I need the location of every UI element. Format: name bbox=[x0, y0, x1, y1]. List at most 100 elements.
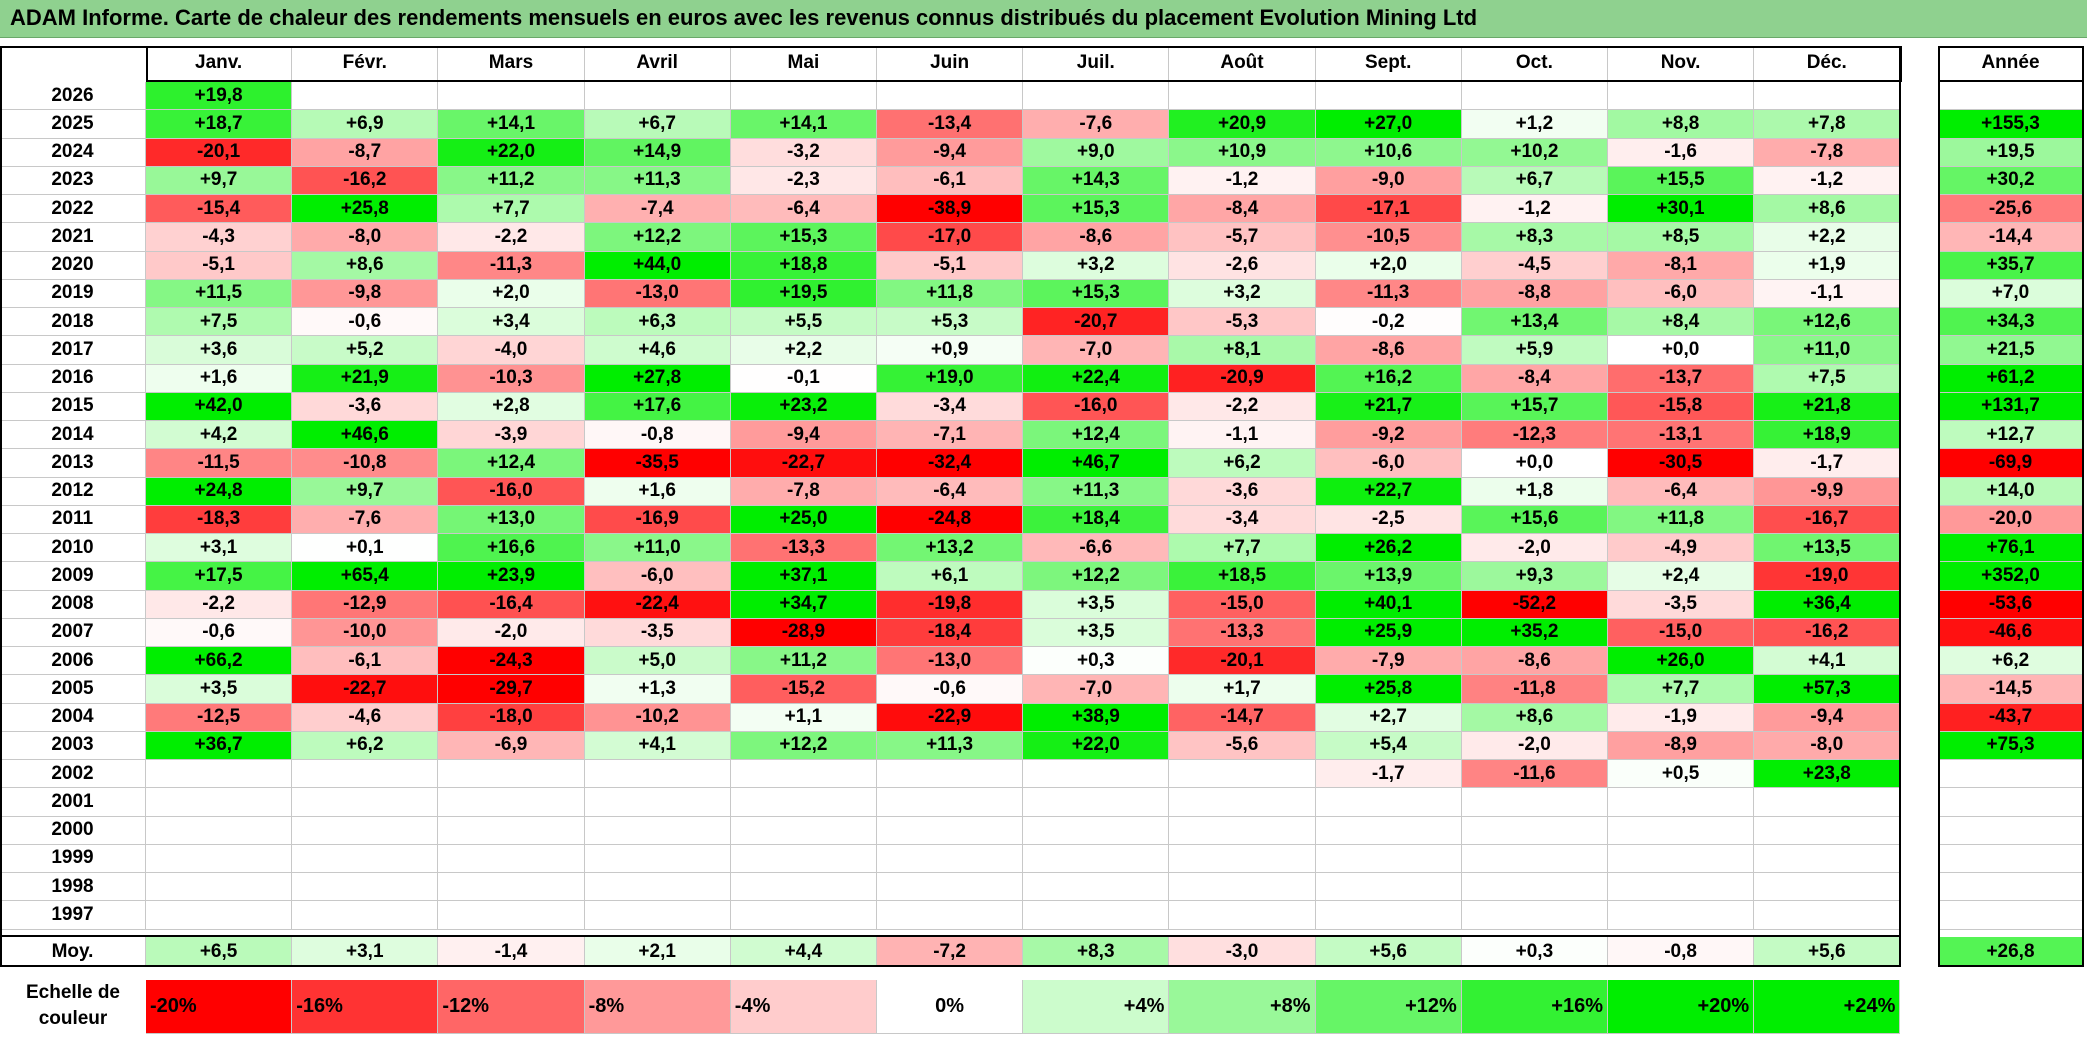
heatmap-cell bbox=[730, 901, 877, 930]
heatmap-cell: +27,8 bbox=[584, 364, 731, 393]
year-label: 1997 bbox=[0, 901, 146, 930]
heatmap-cell: +9,3 bbox=[1461, 562, 1608, 591]
heatmap-cell bbox=[1169, 844, 1316, 873]
heatmap-cell: -4,9 bbox=[1608, 534, 1755, 563]
heatmap-cell: +6,2 bbox=[292, 731, 439, 760]
heatmap-cell: +7,5 bbox=[146, 308, 293, 337]
heatmap-cell bbox=[1461, 788, 1608, 817]
month-header: Août bbox=[1169, 46, 1316, 82]
heatmap-cell: +12,2 bbox=[730, 731, 877, 760]
year-label: 2014 bbox=[0, 421, 146, 450]
heatmap-cell: +5,4 bbox=[1315, 731, 1462, 760]
heatmap-cell: +16,2 bbox=[1315, 364, 1462, 393]
heatmap-cell: +14,9 bbox=[584, 138, 731, 167]
heatmap-cell bbox=[1023, 788, 1170, 817]
heatmap-cell: -5,3 bbox=[1169, 308, 1316, 337]
heatmap-cell: -13,0 bbox=[584, 279, 731, 308]
heatmap-cell: -15,2 bbox=[730, 675, 877, 704]
heatmap-cell: +3,2 bbox=[1023, 251, 1170, 280]
heatmap-cell bbox=[1461, 844, 1608, 873]
heatmap-cell: -12,9 bbox=[292, 590, 439, 619]
heatmap-cell bbox=[146, 816, 293, 845]
heatmap-cell: -24,3 bbox=[438, 647, 585, 676]
heatmap-cell: -13,0 bbox=[877, 647, 1024, 676]
heatmap-cell: -9,8 bbox=[292, 279, 439, 308]
heatmap-cell: -20,7 bbox=[1023, 308, 1170, 337]
heatmap-cell: +19,0 bbox=[877, 364, 1024, 393]
month-header: Sept. bbox=[1315, 46, 1462, 82]
heatmap-cell: +3,4 bbox=[438, 308, 585, 337]
heatmap-cell: -9,4 bbox=[877, 138, 1024, 167]
heatmap-cell: +4,1 bbox=[584, 731, 731, 760]
color-scale-stop: -8% bbox=[584, 980, 731, 1034]
annual-cell bbox=[1938, 816, 2084, 845]
heatmap-cell bbox=[584, 844, 731, 873]
heatmap-cell: -16,2 bbox=[292, 166, 439, 195]
heatmap-cell: -35,5 bbox=[584, 449, 731, 478]
heatmap-cell bbox=[1608, 844, 1755, 873]
heatmap-cell: -10,8 bbox=[292, 449, 439, 478]
heatmap-cell bbox=[584, 901, 731, 930]
heatmap-cell: +3,6 bbox=[146, 336, 293, 365]
year-label: 2007 bbox=[0, 618, 146, 647]
heatmap-cell: +10,6 bbox=[1315, 138, 1462, 167]
heatmap-cell: -3,9 bbox=[438, 421, 585, 450]
heatmap-cell: +3,2 bbox=[1169, 279, 1316, 308]
year-label: 2016 bbox=[0, 364, 146, 393]
year-label: 2017 bbox=[0, 336, 146, 365]
heatmap-cell: -6,1 bbox=[292, 647, 439, 676]
heatmap-cell bbox=[292, 816, 439, 845]
heatmap-cell: -22,4 bbox=[584, 590, 731, 619]
heatmap-cell bbox=[438, 901, 585, 930]
heatmap-cell: -6,0 bbox=[584, 562, 731, 591]
heatmap-cell: +8,6 bbox=[1461, 703, 1608, 732]
heatmap-cell: +21,7 bbox=[1315, 392, 1462, 421]
heatmap-cell: -3,4 bbox=[877, 392, 1024, 421]
color-scale-stop: +24% bbox=[1754, 980, 1901, 1034]
heatmap-cell: -16,7 bbox=[1754, 505, 1901, 534]
heatmap-cell bbox=[1754, 788, 1901, 817]
heatmap-cell bbox=[1754, 816, 1901, 845]
heatmap-cell: -20,9 bbox=[1169, 364, 1316, 393]
heatmap-cell bbox=[1169, 901, 1316, 930]
heatmap-cell bbox=[146, 844, 293, 873]
heatmap-cell: +2,2 bbox=[1754, 223, 1901, 252]
annual-cell: -43,7 bbox=[1938, 703, 2084, 732]
heatmap-cell: +25,8 bbox=[1315, 675, 1462, 704]
heatmap-cell: +6,1 bbox=[877, 562, 1024, 591]
month-header: Janv. bbox=[146, 46, 293, 82]
heatmap-cell: +11,8 bbox=[877, 279, 1024, 308]
heatmap-cell: -10,2 bbox=[584, 703, 731, 732]
heatmap-cell: -2,6 bbox=[1169, 251, 1316, 280]
heatmap-cell: +14,1 bbox=[730, 110, 877, 139]
heatmap-cell bbox=[730, 844, 877, 873]
heatmap-cell: +4,1 bbox=[1754, 647, 1901, 676]
heatmap-cell: +1,6 bbox=[146, 364, 293, 393]
heatmap-cell: +11,5 bbox=[146, 279, 293, 308]
heatmap-cell: +5,0 bbox=[584, 647, 731, 676]
heatmap-cell bbox=[584, 873, 731, 902]
heatmap-cell: -2,5 bbox=[1315, 505, 1462, 534]
heatmap-cell: -18,0 bbox=[438, 703, 585, 732]
year-label: 2010 bbox=[0, 534, 146, 563]
heatmap-cell: +18,4 bbox=[1023, 505, 1170, 534]
heatmap-cell: -1,1 bbox=[1169, 421, 1316, 450]
heatmap-cell bbox=[1754, 901, 1901, 930]
heatmap-cell: +14,1 bbox=[438, 110, 585, 139]
heatmap-cell bbox=[1023, 873, 1170, 902]
heatmap-cell: -6,9 bbox=[438, 731, 585, 760]
heatmap-cell: -3,6 bbox=[1169, 477, 1316, 506]
annual-header: Année bbox=[1938, 46, 2084, 82]
heatmap-cell: -1,9 bbox=[1608, 703, 1755, 732]
color-scale-stop: +4% bbox=[1023, 980, 1170, 1034]
heatmap-cell: -19,8 bbox=[877, 590, 1024, 619]
heatmap-cell: -3,5 bbox=[1608, 590, 1755, 619]
year-label: 2012 bbox=[0, 477, 146, 506]
heatmap-cell: -14,7 bbox=[1169, 703, 1316, 732]
heatmap-cell bbox=[730, 788, 877, 817]
heatmap-cell: +40,1 bbox=[1315, 590, 1462, 619]
annual-cell bbox=[1938, 82, 2084, 111]
heatmap-cell: +17,6 bbox=[584, 392, 731, 421]
heatmap-cell: -22,9 bbox=[877, 703, 1024, 732]
heatmap-cell: -16,0 bbox=[1023, 392, 1170, 421]
